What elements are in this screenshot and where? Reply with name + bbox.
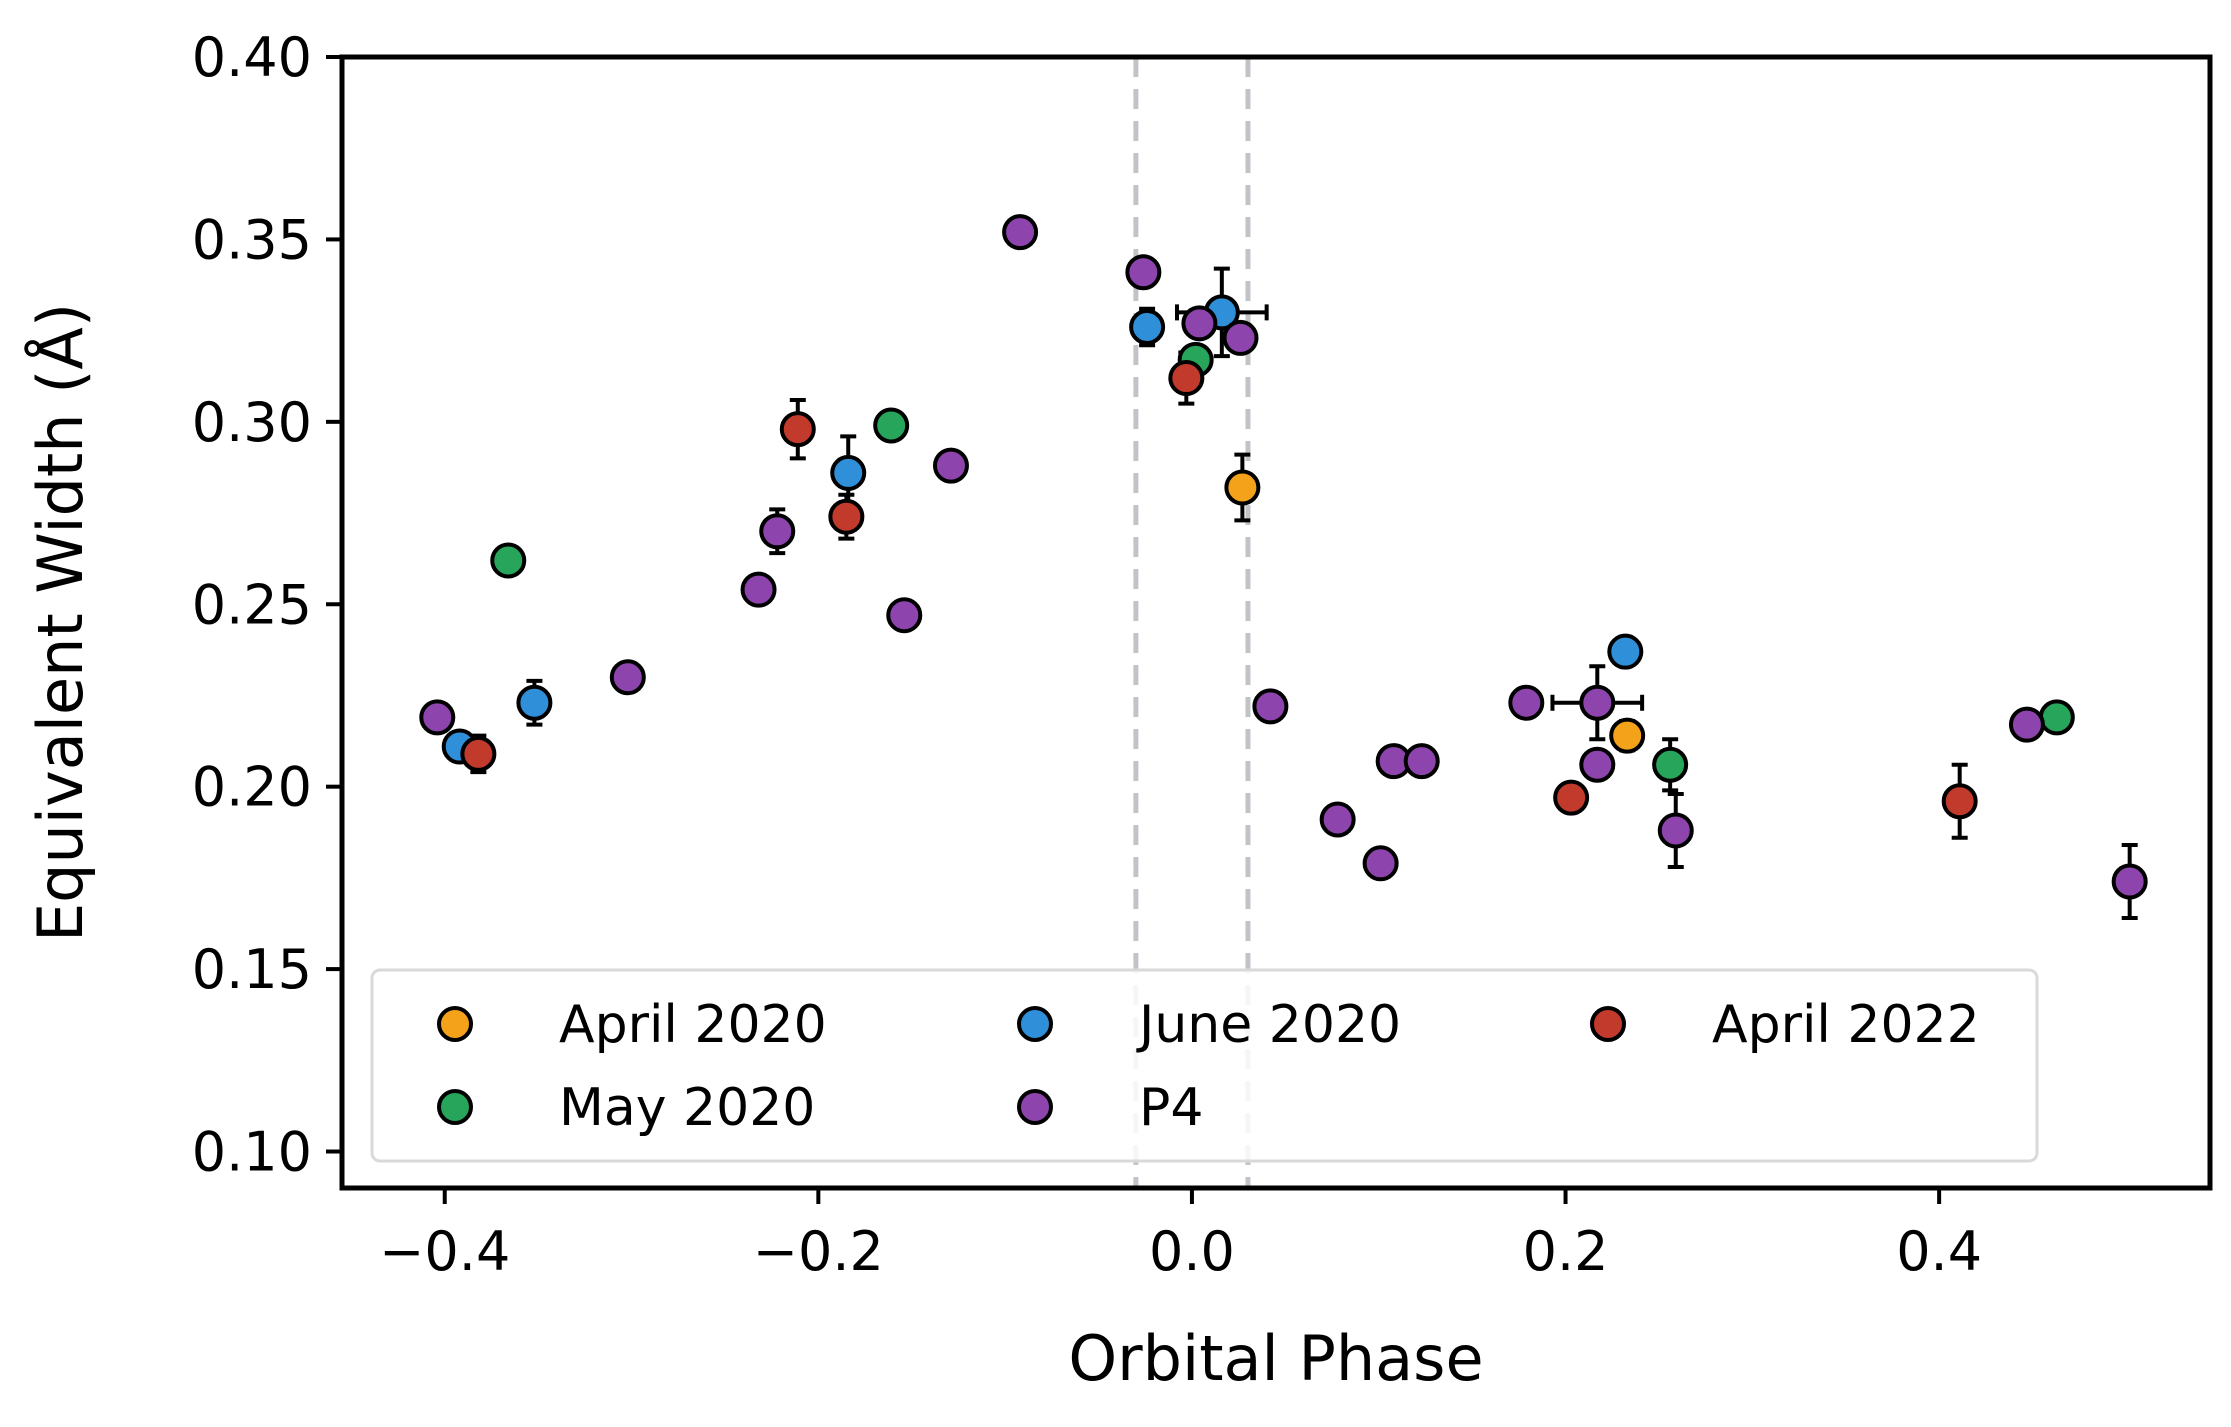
data-point xyxy=(1652,746,1689,783)
legend-marker xyxy=(437,1006,473,1042)
x-axis: −0.4 −0.2 0.0 0.2 0.4 xyxy=(379,1188,1982,1283)
data-point xyxy=(1579,746,1616,783)
data-points xyxy=(419,214,2148,900)
legend-marker xyxy=(1590,1006,1626,1042)
x-tick-label: 0.4 xyxy=(1896,1220,1982,1283)
data-point xyxy=(1657,812,1694,849)
y-axis-label: Equivalent Width (Å) xyxy=(24,303,97,942)
x-tick-label: −0.4 xyxy=(379,1220,510,1283)
data-point xyxy=(2008,706,2045,743)
plot-area-frame xyxy=(339,54,2213,1191)
data-point xyxy=(1362,845,1399,882)
data-point xyxy=(1319,801,1356,838)
x-axis-label: Orbital Phase xyxy=(1068,1322,1483,1395)
legend-marker xyxy=(1017,1006,1053,1042)
data-point xyxy=(1168,360,1205,397)
data-point xyxy=(1222,319,1259,356)
data-point xyxy=(1403,743,1440,780)
legend-label: P4 xyxy=(1139,1078,1203,1138)
x-tick-label: 0.2 xyxy=(1523,1220,1609,1283)
y-tick-label: 0.15 xyxy=(192,938,312,1001)
data-point xyxy=(2111,863,2148,900)
data-point xyxy=(1125,254,1162,291)
data-point xyxy=(419,699,456,736)
data-point xyxy=(490,542,527,579)
data-point xyxy=(1181,305,1218,342)
y-tick-label: 0.30 xyxy=(192,391,312,454)
data-point xyxy=(759,513,796,550)
data-point xyxy=(873,407,910,444)
data-point xyxy=(516,684,553,721)
legend-label: April 2022 xyxy=(1712,995,1980,1055)
data-point xyxy=(828,498,865,535)
legend-label: June 2020 xyxy=(1136,995,1401,1055)
data-point xyxy=(779,411,816,448)
data-point xyxy=(830,454,867,491)
data-point xyxy=(1224,469,1261,506)
data-point xyxy=(1607,633,1644,670)
legend-marker xyxy=(1017,1089,1053,1125)
y-tick-label: 0.10 xyxy=(192,1121,312,1184)
y-axis: 0.10 0.15 0.20 0.25 0.30 0.35 0.40 xyxy=(192,26,342,1184)
data-point xyxy=(1553,779,1590,816)
data-point xyxy=(886,597,923,634)
data-point xyxy=(932,447,969,484)
y-tick-label: 0.20 xyxy=(192,756,312,819)
data-point xyxy=(1252,688,1289,725)
legend-marker xyxy=(437,1089,473,1125)
data-point xyxy=(1002,214,1039,251)
data-point xyxy=(1129,308,1166,345)
legend: April 2020 June 2020 April 2022 May 2020 P4 xyxy=(370,968,2039,1163)
data-point xyxy=(1579,684,1616,721)
data-point xyxy=(460,735,497,772)
data-point xyxy=(1941,783,1978,820)
y-tick-label: 0.40 xyxy=(192,26,312,89)
data-point xyxy=(1609,717,1646,754)
data-point xyxy=(2038,699,2075,736)
data-point xyxy=(740,571,777,608)
y-tick-label: 0.25 xyxy=(192,573,312,636)
legend-label: May 2020 xyxy=(559,1078,815,1138)
x-tick-label: 0.0 xyxy=(1149,1220,1235,1283)
y-tick-label: 0.35 xyxy=(192,208,312,271)
legend-label: April 2020 xyxy=(559,995,827,1055)
data-point xyxy=(1508,684,1545,721)
x-tick-label: −0.2 xyxy=(753,1220,884,1283)
data-point xyxy=(609,659,646,696)
